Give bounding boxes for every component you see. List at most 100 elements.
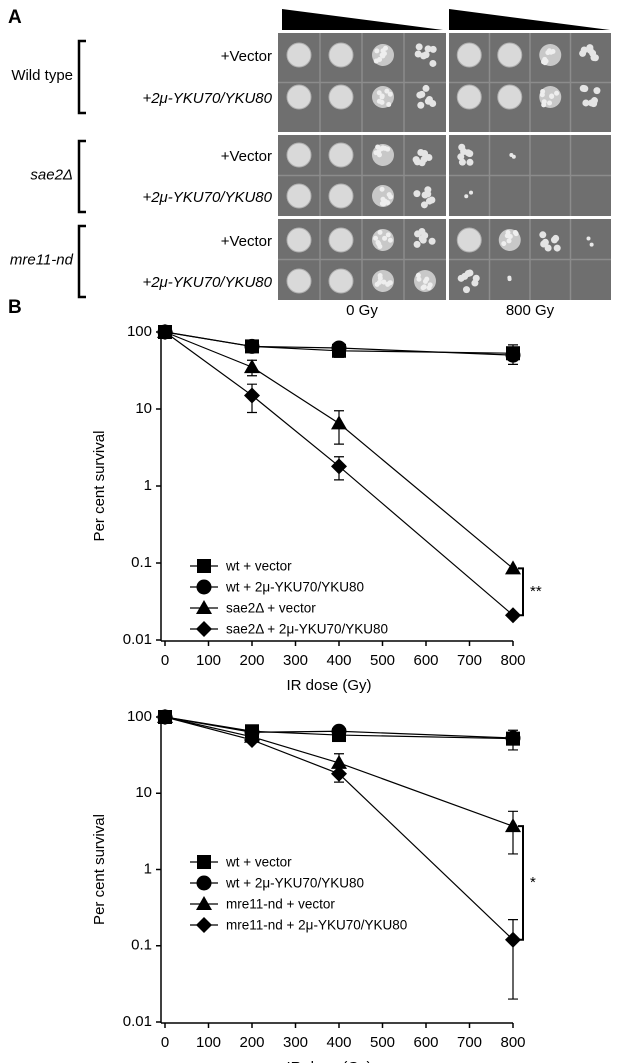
y-tick-label: 0.1 (131, 554, 152, 571)
series-line (164, 716, 514, 827)
colony (543, 58, 549, 64)
marker (505, 607, 521, 624)
legend-marker (196, 600, 212, 614)
bracket (77, 139, 86, 214)
colony (413, 190, 421, 198)
colony (377, 275, 383, 281)
colony (590, 54, 598, 62)
y-tick-label: 0.01 (123, 1013, 152, 1030)
group-label: mre11-nd (10, 251, 74, 268)
row-label: +2μ-YKU70/YKU80 (142, 189, 272, 206)
colony (462, 286, 470, 294)
marker (157, 324, 173, 340)
marker (157, 709, 173, 725)
colony (377, 57, 383, 63)
marker (244, 359, 260, 374)
colony (466, 150, 474, 158)
colony (420, 201, 428, 209)
colony (426, 285, 432, 291)
colony (554, 90, 560, 96)
bracket (77, 39, 86, 115)
colony (379, 186, 385, 192)
x-tick-label: 600 (413, 1034, 438, 1051)
significance-bracket (518, 825, 524, 941)
colony (420, 52, 428, 60)
colony (419, 236, 427, 244)
colony-spot (286, 142, 312, 168)
x-tick-label: 600 (413, 652, 438, 669)
marker (505, 560, 521, 575)
dilution-wedge (282, 9, 443, 30)
marker (505, 818, 521, 833)
colony-spot (328, 42, 354, 68)
series-line (164, 331, 514, 616)
y-tick-label: 10 (135, 400, 152, 417)
colony (587, 99, 595, 107)
y-tick-label: 100 (127, 323, 152, 340)
colony (424, 186, 432, 194)
colony (552, 234, 560, 242)
marker (331, 415, 347, 430)
y-tick-label: 10 (135, 784, 152, 801)
colony (384, 88, 390, 94)
legend-marker (196, 579, 212, 595)
colony (374, 281, 380, 287)
colony (421, 284, 427, 290)
colony (377, 244, 383, 250)
colony (376, 90, 382, 96)
colony (549, 94, 555, 100)
significance-label: * (530, 874, 536, 891)
group-label: sae2Δ (30, 166, 73, 183)
colony (376, 98, 382, 104)
bracket (77, 224, 86, 299)
legend-label: sae2Δ + 2μ-YKU70/YKU80 (226, 622, 388, 637)
colony (457, 153, 465, 161)
legend-label: wt + 2μ-YKU70/YKU80 (225, 876, 364, 891)
colony (422, 84, 430, 92)
colony (506, 238, 512, 244)
marker (331, 458, 347, 475)
colony (416, 91, 424, 99)
legend-marker (196, 917, 212, 933)
legend-label: mre11-nd + 2μ-YKU70/YKU80 (226, 918, 407, 933)
colony (458, 158, 466, 166)
x-axis-label: IR dose (Gy) (286, 677, 371, 694)
y-axis-label: Per cent survival (91, 814, 108, 925)
row-label: +Vector (221, 148, 272, 165)
colony (379, 93, 385, 99)
colony (512, 229, 518, 235)
colony (511, 154, 516, 159)
colony-spot (286, 183, 312, 209)
series-line (164, 331, 514, 569)
row-label: +Vector (221, 233, 272, 250)
legend-marker (196, 896, 212, 910)
y-tick-label: 1 (144, 477, 152, 494)
colony (374, 48, 380, 54)
series-line (164, 331, 514, 356)
colony (539, 231, 547, 239)
y-tick-label: 100 (127, 708, 152, 725)
legend-marker (196, 875, 212, 891)
colony (586, 236, 591, 241)
significance-bracket (518, 567, 524, 617)
colony (417, 101, 425, 109)
colony (373, 235, 379, 241)
colony (418, 227, 426, 235)
colony (387, 280, 393, 286)
dose-label: 0 Gy (346, 302, 378, 319)
marker (505, 347, 521, 363)
y-axis-label: Per cent survival (91, 431, 108, 542)
colony (375, 144, 381, 150)
marker (331, 723, 347, 739)
y-tick-label: 0.1 (131, 937, 152, 954)
x-axis-label: IR dose (Gy) (286, 1059, 371, 1063)
y-tick-label: 0.01 (123, 631, 152, 648)
marker (244, 731, 260, 748)
x-tick-label: 700 (457, 1034, 482, 1051)
colony (424, 276, 430, 282)
colony (387, 91, 393, 97)
series-line (164, 716, 514, 941)
colony-spot (497, 84, 523, 110)
x-tick-label: 700 (457, 652, 482, 669)
legend-label: wt + 2μ-YKU70/YKU80 (225, 580, 364, 595)
